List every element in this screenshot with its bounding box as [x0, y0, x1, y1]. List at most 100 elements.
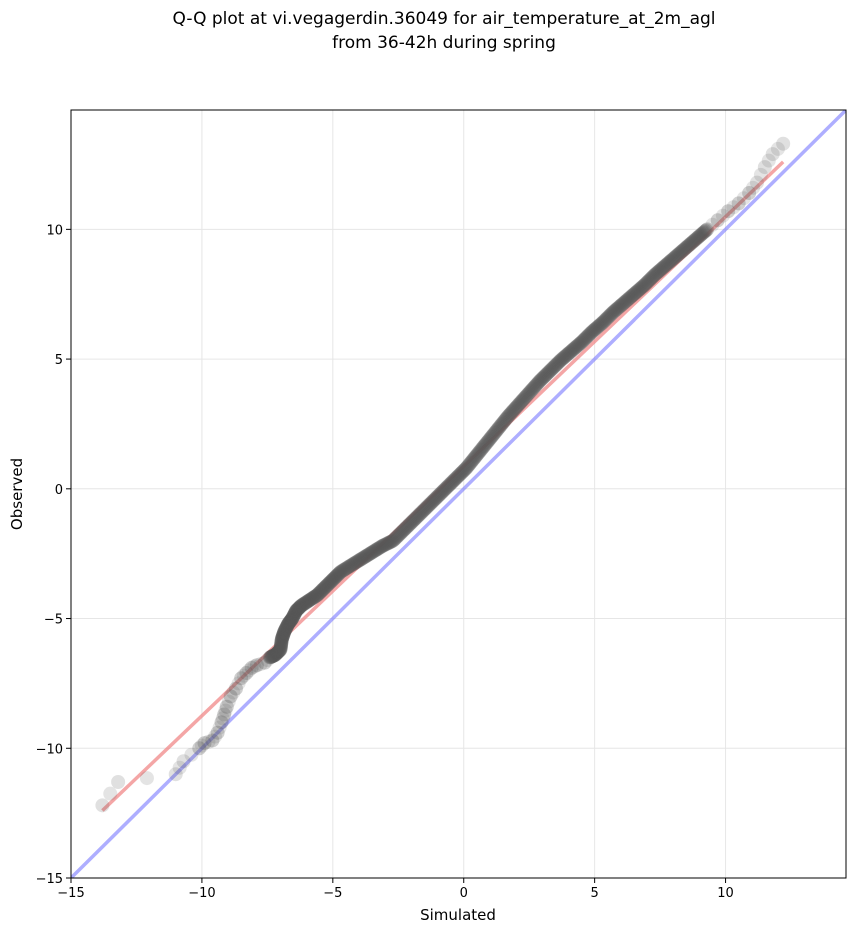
quantile-point-121 [298, 595, 313, 610]
quantile-point-322 [497, 414, 512, 429]
quantile-point-272 [444, 475, 459, 490]
quantile-point-511 [694, 226, 709, 241]
quantile-point-433 [613, 299, 628, 314]
quantile-point-182 [350, 554, 365, 569]
quantile-point-492 [675, 244, 690, 259]
quantile-point-313 [487, 426, 502, 441]
x-tick-label-3: 0 [460, 886, 468, 901]
quantile-point-267 [439, 480, 454, 495]
quantile-point-398 [576, 333, 591, 348]
quantile-point-117 [295, 598, 310, 613]
quantile-point-212 [381, 535, 396, 550]
quantile-point-335 [510, 398, 525, 413]
quantile-point-77 [277, 623, 292, 638]
quantile-point-101 [287, 607, 302, 622]
quantile-point-145 [317, 581, 332, 596]
quantile-point-60 [273, 638, 288, 653]
quantile-point-12 [205, 733, 220, 748]
quantile-point-504 [687, 233, 702, 248]
quantile-point-467 [648, 266, 663, 281]
quantile-point-281 [454, 466, 469, 481]
quantile-point-105 [288, 604, 303, 619]
quantile-point-489 [671, 246, 686, 261]
quantile-point-43 [266, 648, 281, 663]
quantile-point-114 [293, 599, 308, 614]
quantile-point-10 [197, 736, 212, 751]
quantile-point-66 [274, 632, 289, 647]
quantile-point-463 [644, 270, 659, 285]
quantile-point-0 [95, 798, 110, 813]
x-tick-label-2: −5 [323, 886, 342, 901]
quantile-point-154 [324, 574, 339, 589]
quantile-point-503 [686, 234, 701, 249]
quantile-point-310 [484, 429, 499, 444]
quantile-point-269 [441, 478, 456, 493]
quantile-point-329 [504, 405, 519, 420]
quantile-point-205 [374, 539, 389, 554]
quantile-point-391 [569, 339, 584, 354]
quantile-point-462 [643, 271, 658, 286]
quantile-point-448 [629, 285, 644, 300]
quantile-point-336 [511, 397, 526, 412]
quantile-point-416 [595, 315, 610, 330]
quantile-point-426 [605, 305, 620, 320]
quantile-point-464 [645, 269, 660, 284]
quantile-point-232 [402, 517, 417, 532]
quantile-point-144 [316, 581, 331, 596]
quantile-point-112 [292, 600, 307, 615]
quantile-point-473 [655, 261, 670, 276]
quantile-point-518 [710, 213, 725, 228]
quantile-point-186 [354, 551, 369, 566]
quantile-point-279 [452, 468, 467, 483]
quantile-point-507 [690, 230, 705, 245]
quantile-point-188 [356, 550, 371, 565]
quantile-point-42 [266, 648, 281, 663]
quantile-point-333 [508, 400, 523, 415]
quantile-point-263 [435, 484, 450, 499]
quantile-point-141 [314, 584, 329, 599]
quantile-point-526 [749, 175, 764, 190]
quantile-point-291 [464, 454, 479, 469]
quantile-point-78 [278, 622, 293, 637]
quantile-point-56 [273, 642, 288, 657]
x-tick-label-0: −15 [57, 886, 84, 901]
quantile-point-238 [409, 510, 424, 525]
quantile-point-88 [282, 615, 297, 630]
quantile-point-352 [528, 378, 543, 393]
quantile-point-2 [111, 775, 126, 789]
quantile-point-407 [586, 323, 601, 338]
quantile-point-282 [455, 465, 470, 480]
quantile-point-221 [391, 528, 406, 543]
quantile-point-76 [277, 624, 292, 639]
chart-title-line-2: from 36-42h during spring [332, 33, 556, 53]
quantile-point-235 [405, 513, 420, 528]
quantile-point-376 [553, 353, 568, 368]
quantile-point-90 [282, 614, 297, 629]
quantile-point-148 [319, 578, 334, 593]
quantile-point-210 [379, 536, 394, 551]
quantile-point-362 [538, 367, 553, 382]
quantile-point-22 [223, 689, 238, 704]
quantile-point-372 [549, 357, 564, 372]
quantile-point-469 [651, 265, 666, 280]
quantile-point-506 [689, 231, 704, 246]
quantile-point-3 [139, 771, 154, 786]
quantile-point-143 [315, 582, 330, 597]
quantile-point-181 [349, 555, 364, 570]
quantile-point-183 [351, 553, 366, 568]
quantile-point-168 [335, 563, 350, 578]
quantile-point-315 [489, 423, 504, 438]
quantile-point-481 [663, 254, 678, 269]
quantile-point-254 [425, 494, 440, 509]
quantile-point-249 [420, 499, 435, 514]
quantile-point-470 [652, 264, 667, 279]
quantile-point-367 [544, 362, 559, 377]
quantile-point-216 [386, 533, 401, 548]
quantile-point-345 [521, 386, 536, 401]
quantile-point-136 [310, 588, 325, 603]
quantile-point-273 [445, 474, 460, 489]
quantile-point-300 [474, 442, 489, 457]
quantile-point-259 [431, 489, 446, 504]
quantile-point-247 [418, 501, 433, 516]
plot-area [71, 110, 846, 878]
